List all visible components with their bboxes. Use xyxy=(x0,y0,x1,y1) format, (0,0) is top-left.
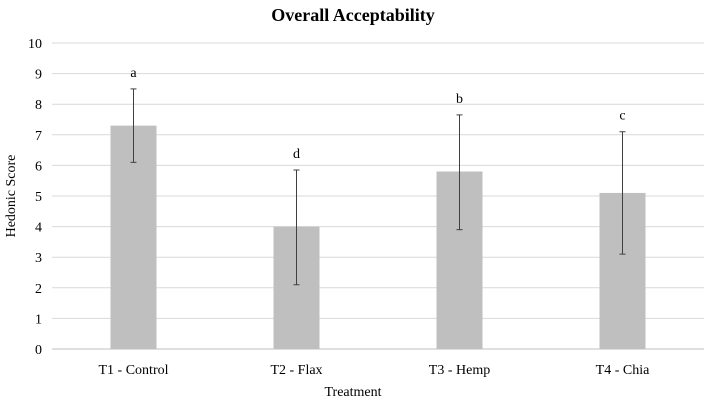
significance-label: a xyxy=(130,66,137,81)
chart-title: Overall Acceptability xyxy=(271,5,434,25)
y-tick-label: 5 xyxy=(35,190,42,205)
y-tick-label: 3 xyxy=(35,251,42,266)
y-tick-label: 0 xyxy=(35,343,42,358)
significance-label: b xyxy=(456,92,463,107)
y-tick-label: 9 xyxy=(35,68,42,83)
y-tick-label: 10 xyxy=(28,37,42,52)
x-axis-label: Treatment xyxy=(324,385,381,400)
y-tick-label: 2 xyxy=(35,282,42,297)
y-tick-label: 1 xyxy=(35,312,42,327)
x-tick-label: T2 - Flax xyxy=(270,363,322,378)
x-tick-label: T4 - Chia xyxy=(596,363,650,378)
y-axis-label: Hedonic Score xyxy=(4,155,19,238)
significance-label: d xyxy=(293,147,300,162)
y-tick-label: 4 xyxy=(35,221,42,236)
x-tick-label: T1 - Control xyxy=(99,363,169,378)
y-tick-label: 8 xyxy=(35,98,42,113)
y-tick-label: 6 xyxy=(35,159,42,174)
y-tick-label: 7 xyxy=(35,129,42,144)
bar xyxy=(110,125,157,350)
x-tick-label: T3 - Hemp xyxy=(429,363,490,378)
significance-label: c xyxy=(619,109,625,124)
